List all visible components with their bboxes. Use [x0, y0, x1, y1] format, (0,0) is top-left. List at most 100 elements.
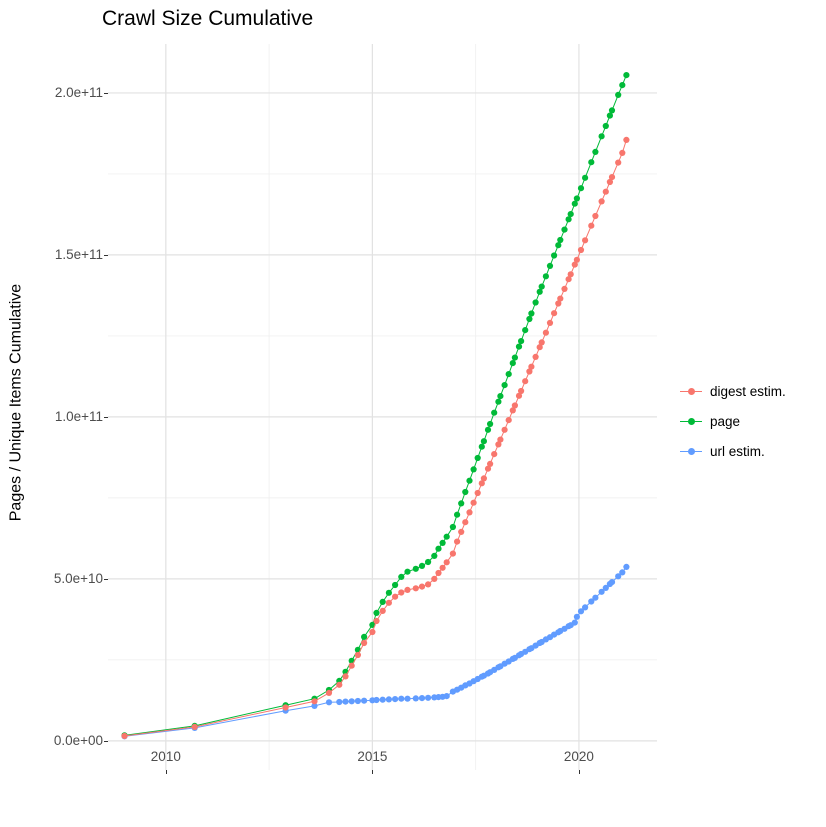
data-point	[619, 82, 626, 89]
data-point	[551, 310, 558, 317]
series-page	[121, 72, 630, 739]
data-point	[282, 704, 289, 711]
data-point	[515, 392, 523, 399]
data-point	[484, 426, 492, 433]
data-point	[121, 732, 128, 740]
data-point	[598, 588, 605, 595]
data-point	[454, 538, 461, 545]
data-point	[602, 584, 609, 592]
data-point	[623, 563, 630, 571]
data-point	[546, 262, 554, 269]
data-point	[606, 112, 613, 119]
data-point	[342, 673, 349, 680]
legend-key-icon	[680, 416, 702, 426]
legend-key-icon	[680, 446, 702, 456]
data-point	[582, 604, 589, 611]
data-point	[392, 593, 399, 600]
data-point	[505, 371, 512, 378]
data-point	[588, 222, 595, 229]
series-url-estim	[121, 563, 630, 740]
data-point	[325, 699, 333, 706]
data-point	[425, 558, 432, 566]
x-tick-label: 2015	[357, 749, 388, 764]
data-point	[412, 585, 419, 592]
data-point	[462, 519, 469, 526]
y-tick-mark	[104, 416, 108, 418]
data-point	[608, 107, 616, 114]
data-point	[348, 662, 355, 669]
data-point	[412, 695, 419, 702]
data-point	[608, 174, 616, 181]
data-point	[478, 443, 485, 450]
legend: digest estim. page url estim.	[680, 376, 786, 466]
data-point	[449, 523, 456, 531]
y-tick-mark	[104, 740, 108, 742]
data-point	[354, 697, 361, 705]
data-point	[478, 480, 485, 487]
data-point	[606, 178, 613, 186]
data-point	[373, 696, 380, 704]
data-point	[480, 438, 487, 445]
data-point	[592, 594, 599, 601]
data-point	[379, 598, 386, 606]
data-point	[449, 550, 456, 557]
data-point	[577, 246, 585, 254]
plot-panel	[108, 44, 657, 770]
data-point	[598, 133, 605, 140]
data-point	[361, 697, 368, 704]
data-point	[505, 417, 512, 424]
data-point	[588, 598, 595, 605]
data-point	[466, 509, 473, 516]
data-point	[538, 339, 545, 346]
chart-title: Crawl Size Cumulative	[102, 7, 314, 30]
data-point	[443, 693, 450, 700]
data-point	[501, 382, 508, 389]
data-point	[555, 242, 562, 249]
data-point	[509, 360, 516, 367]
legend-item: digest estim.	[680, 376, 786, 406]
data-point	[615, 573, 622, 580]
data-point	[474, 489, 481, 497]
data-point	[373, 617, 380, 625]
data-point	[501, 426, 508, 433]
x-tick-mark	[165, 770, 167, 774]
data-point	[369, 628, 376, 636]
legend-label: digest estim.	[710, 383, 786, 399]
legend-item: page	[680, 406, 786, 436]
data-point	[385, 589, 392, 596]
data-point	[412, 565, 419, 572]
data-point	[361, 633, 368, 641]
data-point	[573, 195, 580, 202]
data-point	[538, 283, 545, 290]
y-axis-title: Pages / Unique Items Cumulative	[7, 283, 25, 522]
data-point	[470, 499, 477, 506]
data-point	[536, 344, 543, 351]
y-tick-mark	[104, 254, 108, 256]
data-point	[495, 398, 502, 405]
data-point	[379, 607, 386, 615]
data-point	[582, 237, 589, 244]
data-point	[528, 363, 535, 370]
data-point	[567, 211, 574, 218]
data-point	[431, 575, 438, 583]
data-point	[484, 465, 492, 472]
data-point	[458, 500, 465, 507]
data-point	[615, 159, 622, 166]
data-point	[571, 261, 578, 268]
data-point	[373, 609, 380, 617]
data-point	[404, 695, 411, 702]
data-point	[487, 420, 494, 428]
data-point	[522, 378, 529, 385]
data-point	[602, 122, 609, 130]
data-point	[528, 310, 535, 317]
data-point	[439, 539, 446, 546]
data-point	[487, 460, 494, 467]
data-point	[565, 216, 572, 223]
data-point	[573, 613, 580, 620]
data-point	[567, 271, 574, 278]
y-tick-mark	[104, 578, 108, 580]
data-point	[526, 315, 533, 323]
data-point	[557, 236, 564, 244]
y-tick-label: 2.0e+11	[54, 84, 103, 100]
data-point	[598, 198, 605, 205]
